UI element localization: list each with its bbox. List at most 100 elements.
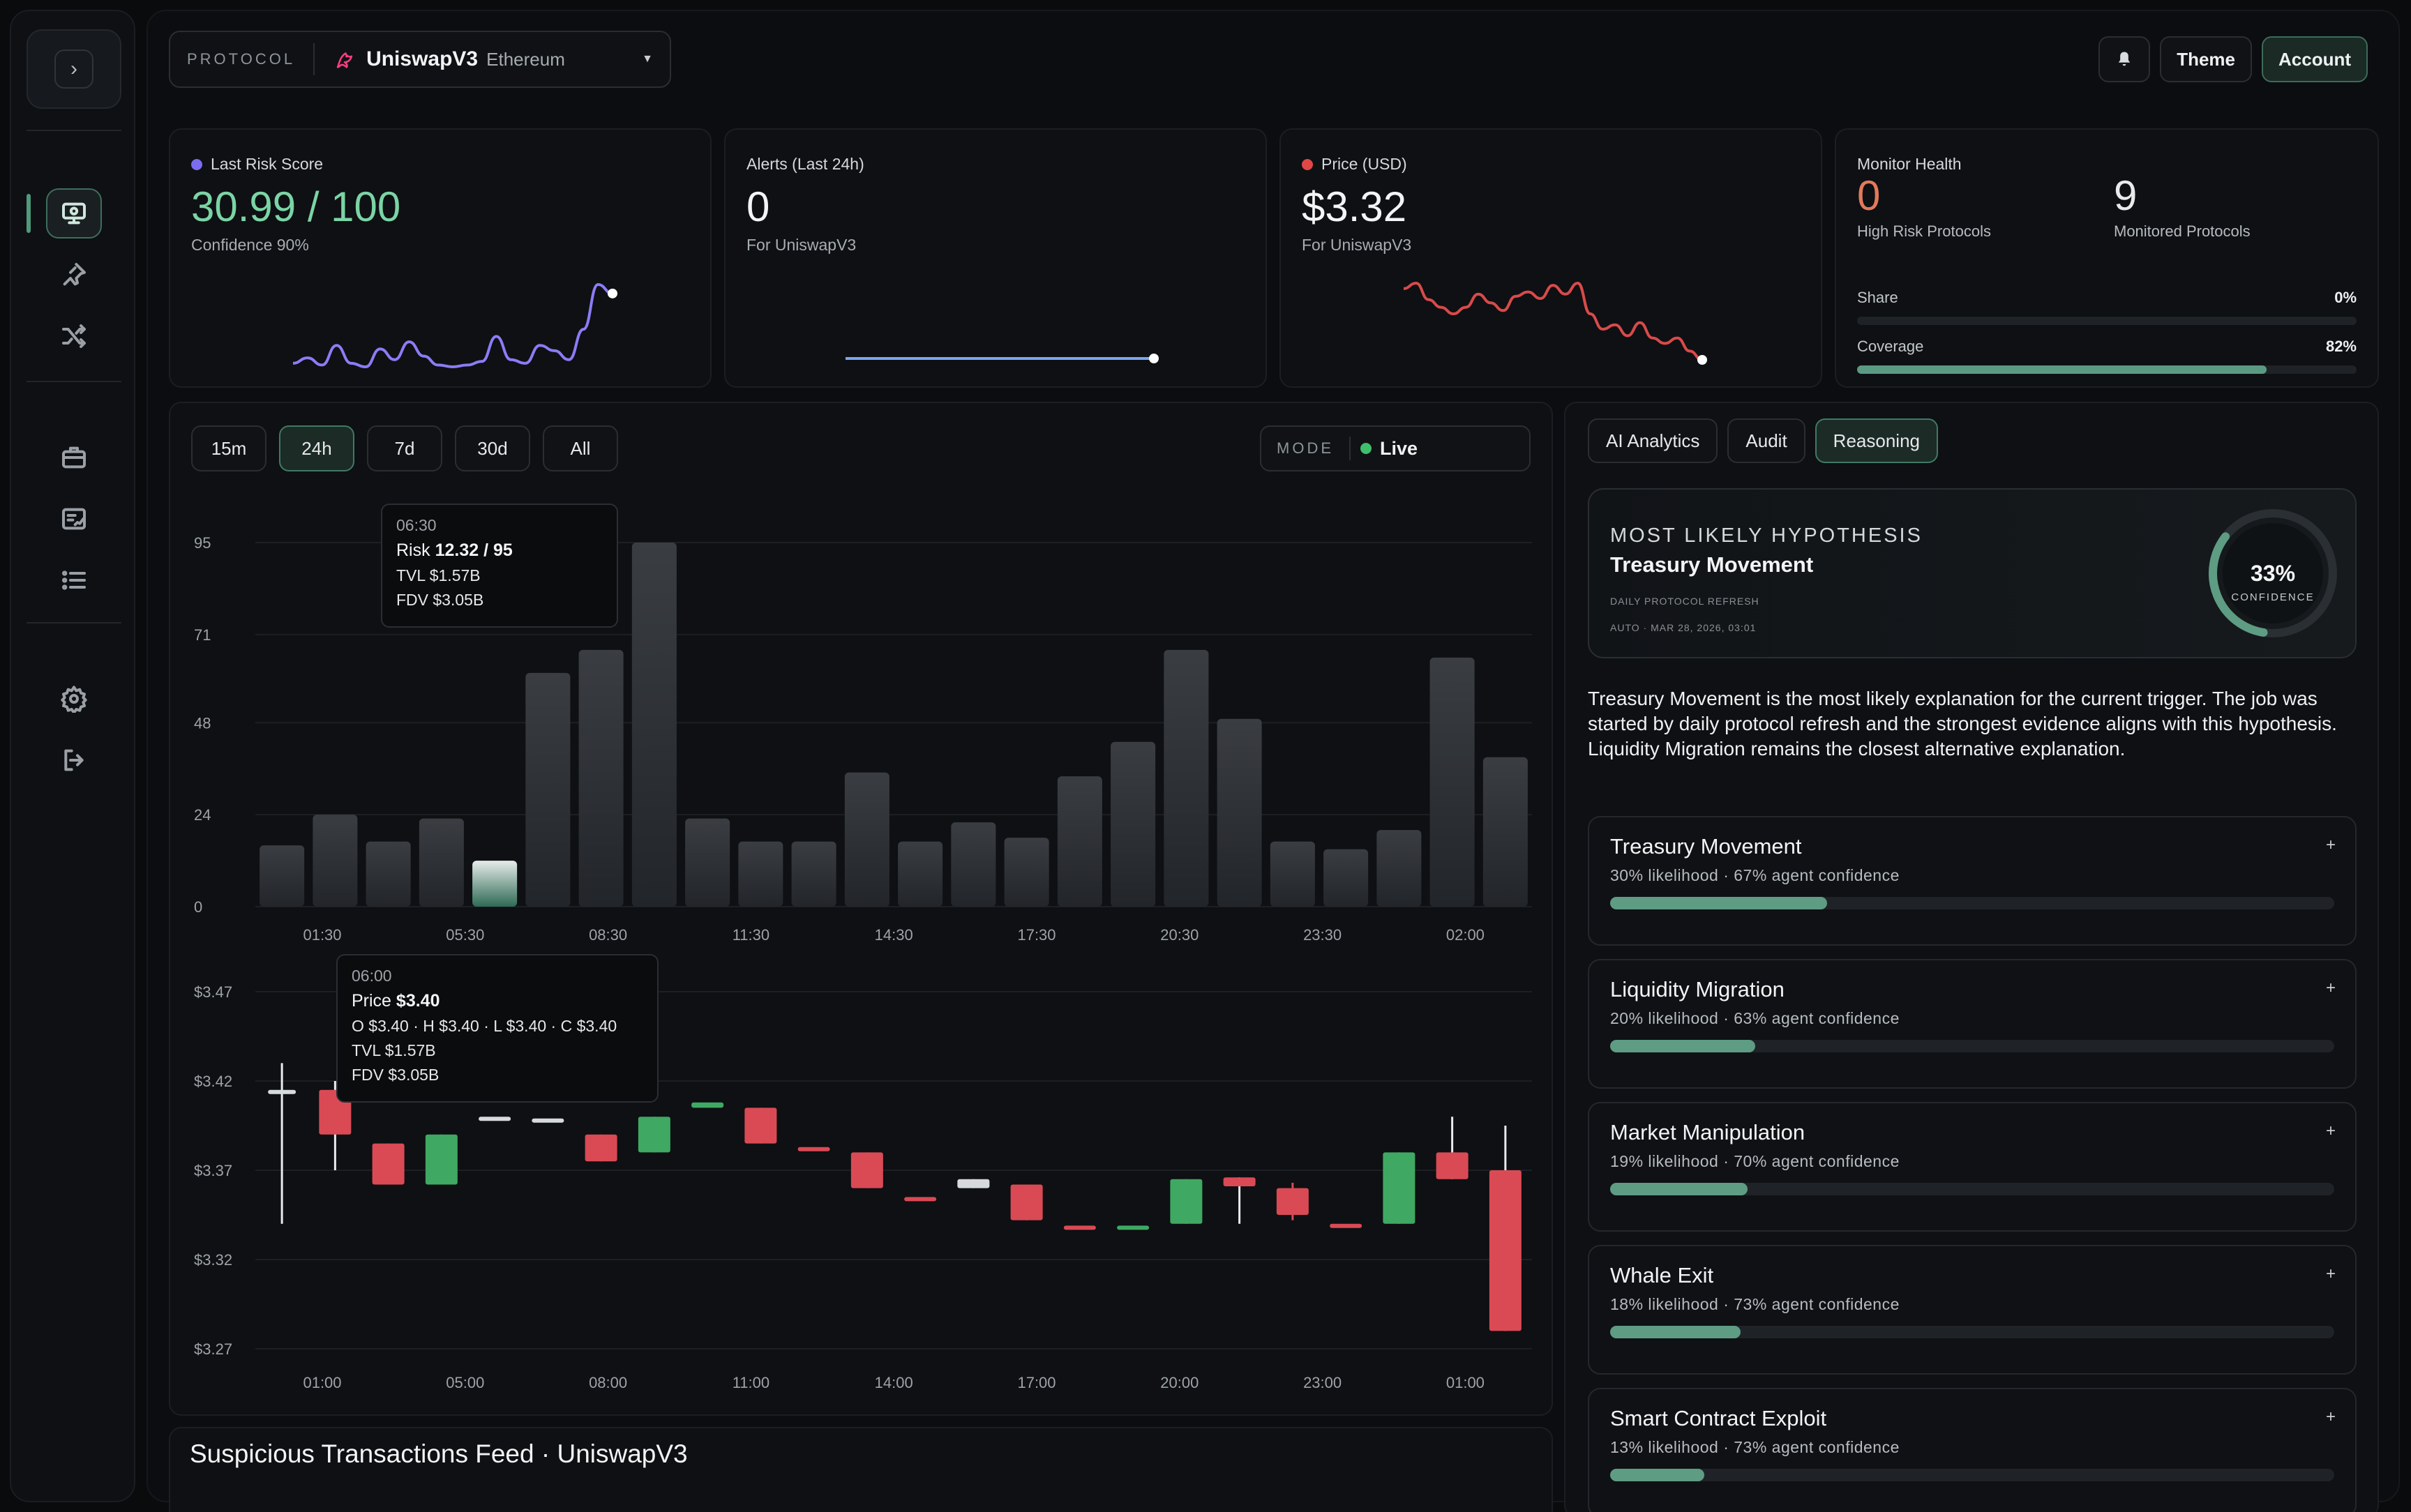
risk-bar[interactable] [1217,718,1262,907]
risk-bar[interactable] [472,861,518,907]
candle[interactable] [268,1063,296,1224]
candle[interactable] [585,1134,617,1162]
risk-bar[interactable] [791,841,836,907]
risk-bar[interactable] [844,772,889,907]
risk-tooltip-tvl: TVL $1.57B [396,566,481,584]
sidebar-item-portfolio[interactable] [46,432,102,483]
candle-y-tick: $3.37 [194,1162,232,1179]
risk-bar[interactable] [1270,841,1315,907]
expand-sidebar-button[interactable]: › [54,50,93,89]
sidebar-item-list[interactable] [46,555,102,605]
range-button-30d[interactable]: 30d [455,425,530,471]
risk-bar[interactable] [525,672,571,907]
theme-button[interactable]: Theme [2160,36,2252,82]
risk-sparkline-line [292,282,613,369]
mode-label: MODE [1277,439,1334,457]
candle-body [372,1143,405,1185]
candle[interactable] [1276,1182,1309,1220]
price-tooltip-value: $3.40 [396,991,440,1011]
range-button-15m[interactable]: 15m [191,425,266,471]
risk-bar[interactable] [1111,741,1156,907]
candle[interactable] [691,1102,724,1108]
candle[interactable] [904,1197,937,1202]
range-button-all[interactable]: All [543,425,618,471]
candle[interactable] [372,1143,405,1185]
risk-tooltip: 06:30 Risk 12.32 / 95 TVL $1.57B FDV $3.… [381,504,618,628]
tab-audit[interactable]: Audit [1727,418,1805,463]
monitored-stat: 9 Monitored Protocols [2114,162,2251,241]
expand-plus-icon[interactable]: + [2325,1264,2336,1283]
candle[interactable] [1223,1177,1256,1224]
confidence-ring-svg [2209,509,2337,637]
risk-bar[interactable] [313,815,358,907]
candle[interactable] [1436,1117,1469,1179]
hypothesis-item[interactable]: Smart Contract Exploit 13% likelihood · 7… [1588,1388,2357,1512]
candle[interactable] [1010,1184,1043,1220]
expand-plus-icon[interactable]: + [2325,978,2336,997]
risk-tooltip-value: 12.32 / 95 [435,540,513,560]
candle[interactable] [1383,1152,1415,1224]
candle[interactable] [1117,1225,1150,1230]
risk-bar[interactable] [1057,776,1102,907]
hypothesis-item-stats: 18% likelihood · 73% agent confidence [1610,1295,1900,1313]
high-risk-stat: 0 High Risk Protocols [1857,162,1991,241]
protocol-selector[interactable]: PROTOCOL UniswapV3 Ethereum ▼ [169,31,671,88]
risk-bar[interactable] [1004,838,1049,907]
sidebar-item-settings[interactable] [46,674,102,724]
expand-plus-icon[interactable]: + [2325,836,2336,854]
candle-body [1276,1188,1309,1215]
candle[interactable] [797,1147,830,1151]
risk-bar[interactable] [951,822,996,907]
candle[interactable] [744,1107,777,1144]
candle[interactable] [638,1117,670,1153]
hypothesis-item[interactable]: Market Manipulation 19% likelihood · 70% … [1588,1102,2357,1232]
risk-bar[interactable] [631,543,677,907]
risk-bar[interactable] [366,841,411,907]
sidebar-item-reports[interactable] [46,494,102,544]
account-button[interactable]: Account [2262,36,2368,82]
candle[interactable] [850,1152,883,1188]
risk-bar[interactable] [1164,649,1209,907]
risk-score-label: Last Risk Score [191,155,323,174]
sidebar-item-routing[interactable] [46,311,102,361]
hypothesis-item[interactable]: Treasury Movement 30% likelihood · 67% ag… [1588,816,2357,946]
candle[interactable] [479,1117,511,1121]
risk-bar[interactable] [1482,757,1528,907]
risk-bar[interactable] [419,818,464,907]
risk-bar[interactable] [260,845,305,907]
sidebar-item-logout[interactable] [46,735,102,785]
expand-plus-icon[interactable]: + [2325,1121,2336,1140]
risk-bar[interactable] [898,841,943,907]
candle-x-tick: 05:00 [446,1374,484,1391]
candle[interactable] [1489,1126,1522,1331]
likelihood-track [1610,897,2334,909]
ring-center [2223,523,2323,623]
risk-bar[interactable] [1323,849,1369,907]
tab-reasoning[interactable]: Reasoning [1815,418,1938,463]
candle[interactable] [1170,1179,1203,1224]
notifications-button[interactable] [2098,36,2151,82]
alerts-value: 0 [746,183,770,230]
expand-plus-icon[interactable]: + [2325,1407,2336,1426]
tab-ai-analytics[interactable]: AI Analytics [1588,418,1718,463]
risk-bar[interactable] [685,818,730,907]
risk-bar[interactable] [1429,657,1475,907]
mode-selector[interactable]: MODE Live [1260,425,1531,471]
risk-bar[interactable] [738,841,783,907]
candle[interactable] [532,1118,564,1123]
hypothesis-item[interactable]: Liquidity Migration 20% likelihood · 63% … [1588,959,2357,1089]
bar-y-tick: 48 [194,714,211,732]
candle-body [1063,1225,1096,1230]
active-indicator [27,194,31,233]
risk-bar[interactable] [578,649,624,907]
candle[interactable] [1330,1223,1362,1228]
range-button-24h[interactable]: 24h [279,425,354,471]
range-button-7d[interactable]: 7d [367,425,442,471]
sidebar-item-pins[interactable] [46,250,102,300]
candle[interactable] [957,1179,990,1188]
candle[interactable] [1063,1225,1096,1230]
hypothesis-item[interactable]: Whale Exit 18% likelihood · 73% agent con… [1588,1245,2357,1375]
candle[interactable] [425,1134,458,1185]
risk-bar[interactable] [1376,830,1422,907]
sidebar-item-dashboard[interactable] [46,188,102,239]
